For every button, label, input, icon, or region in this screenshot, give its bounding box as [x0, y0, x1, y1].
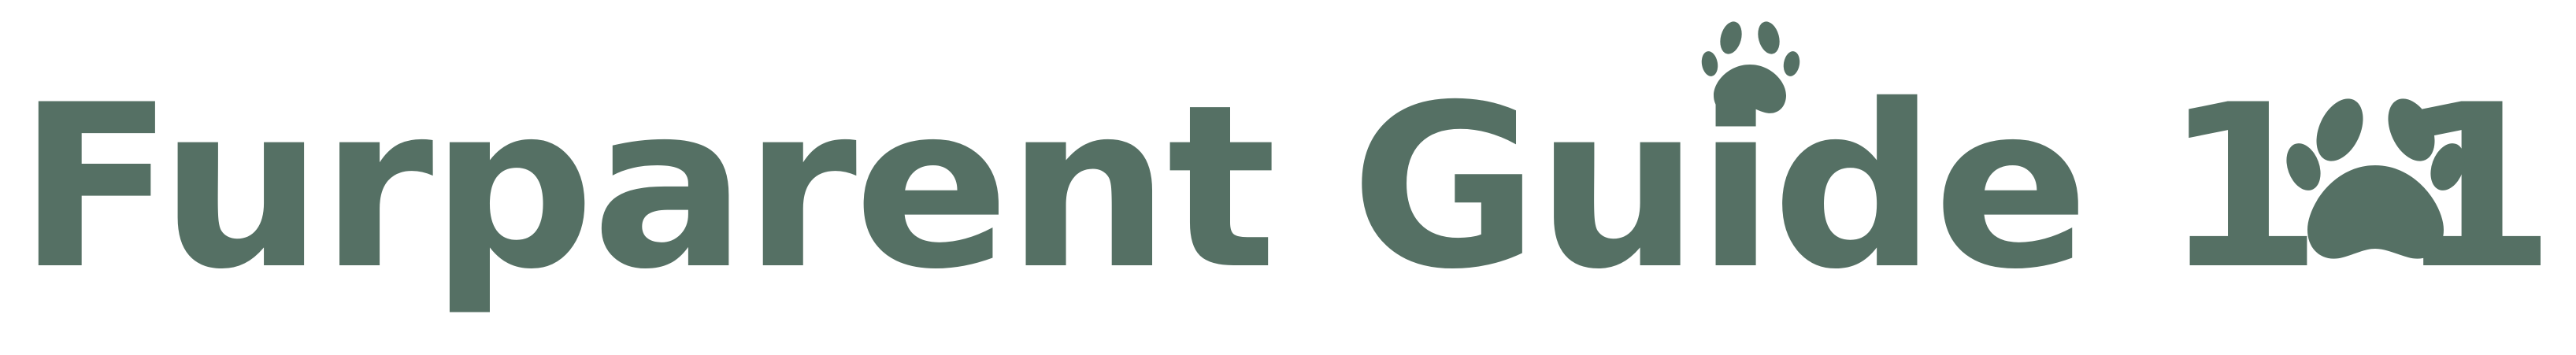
logo-wordmark: Furparent Guide 1 1 [17, 57, 2553, 319]
paw-print-icon [1701, 21, 1800, 113]
paw-print-icon [2286, 98, 2465, 259]
